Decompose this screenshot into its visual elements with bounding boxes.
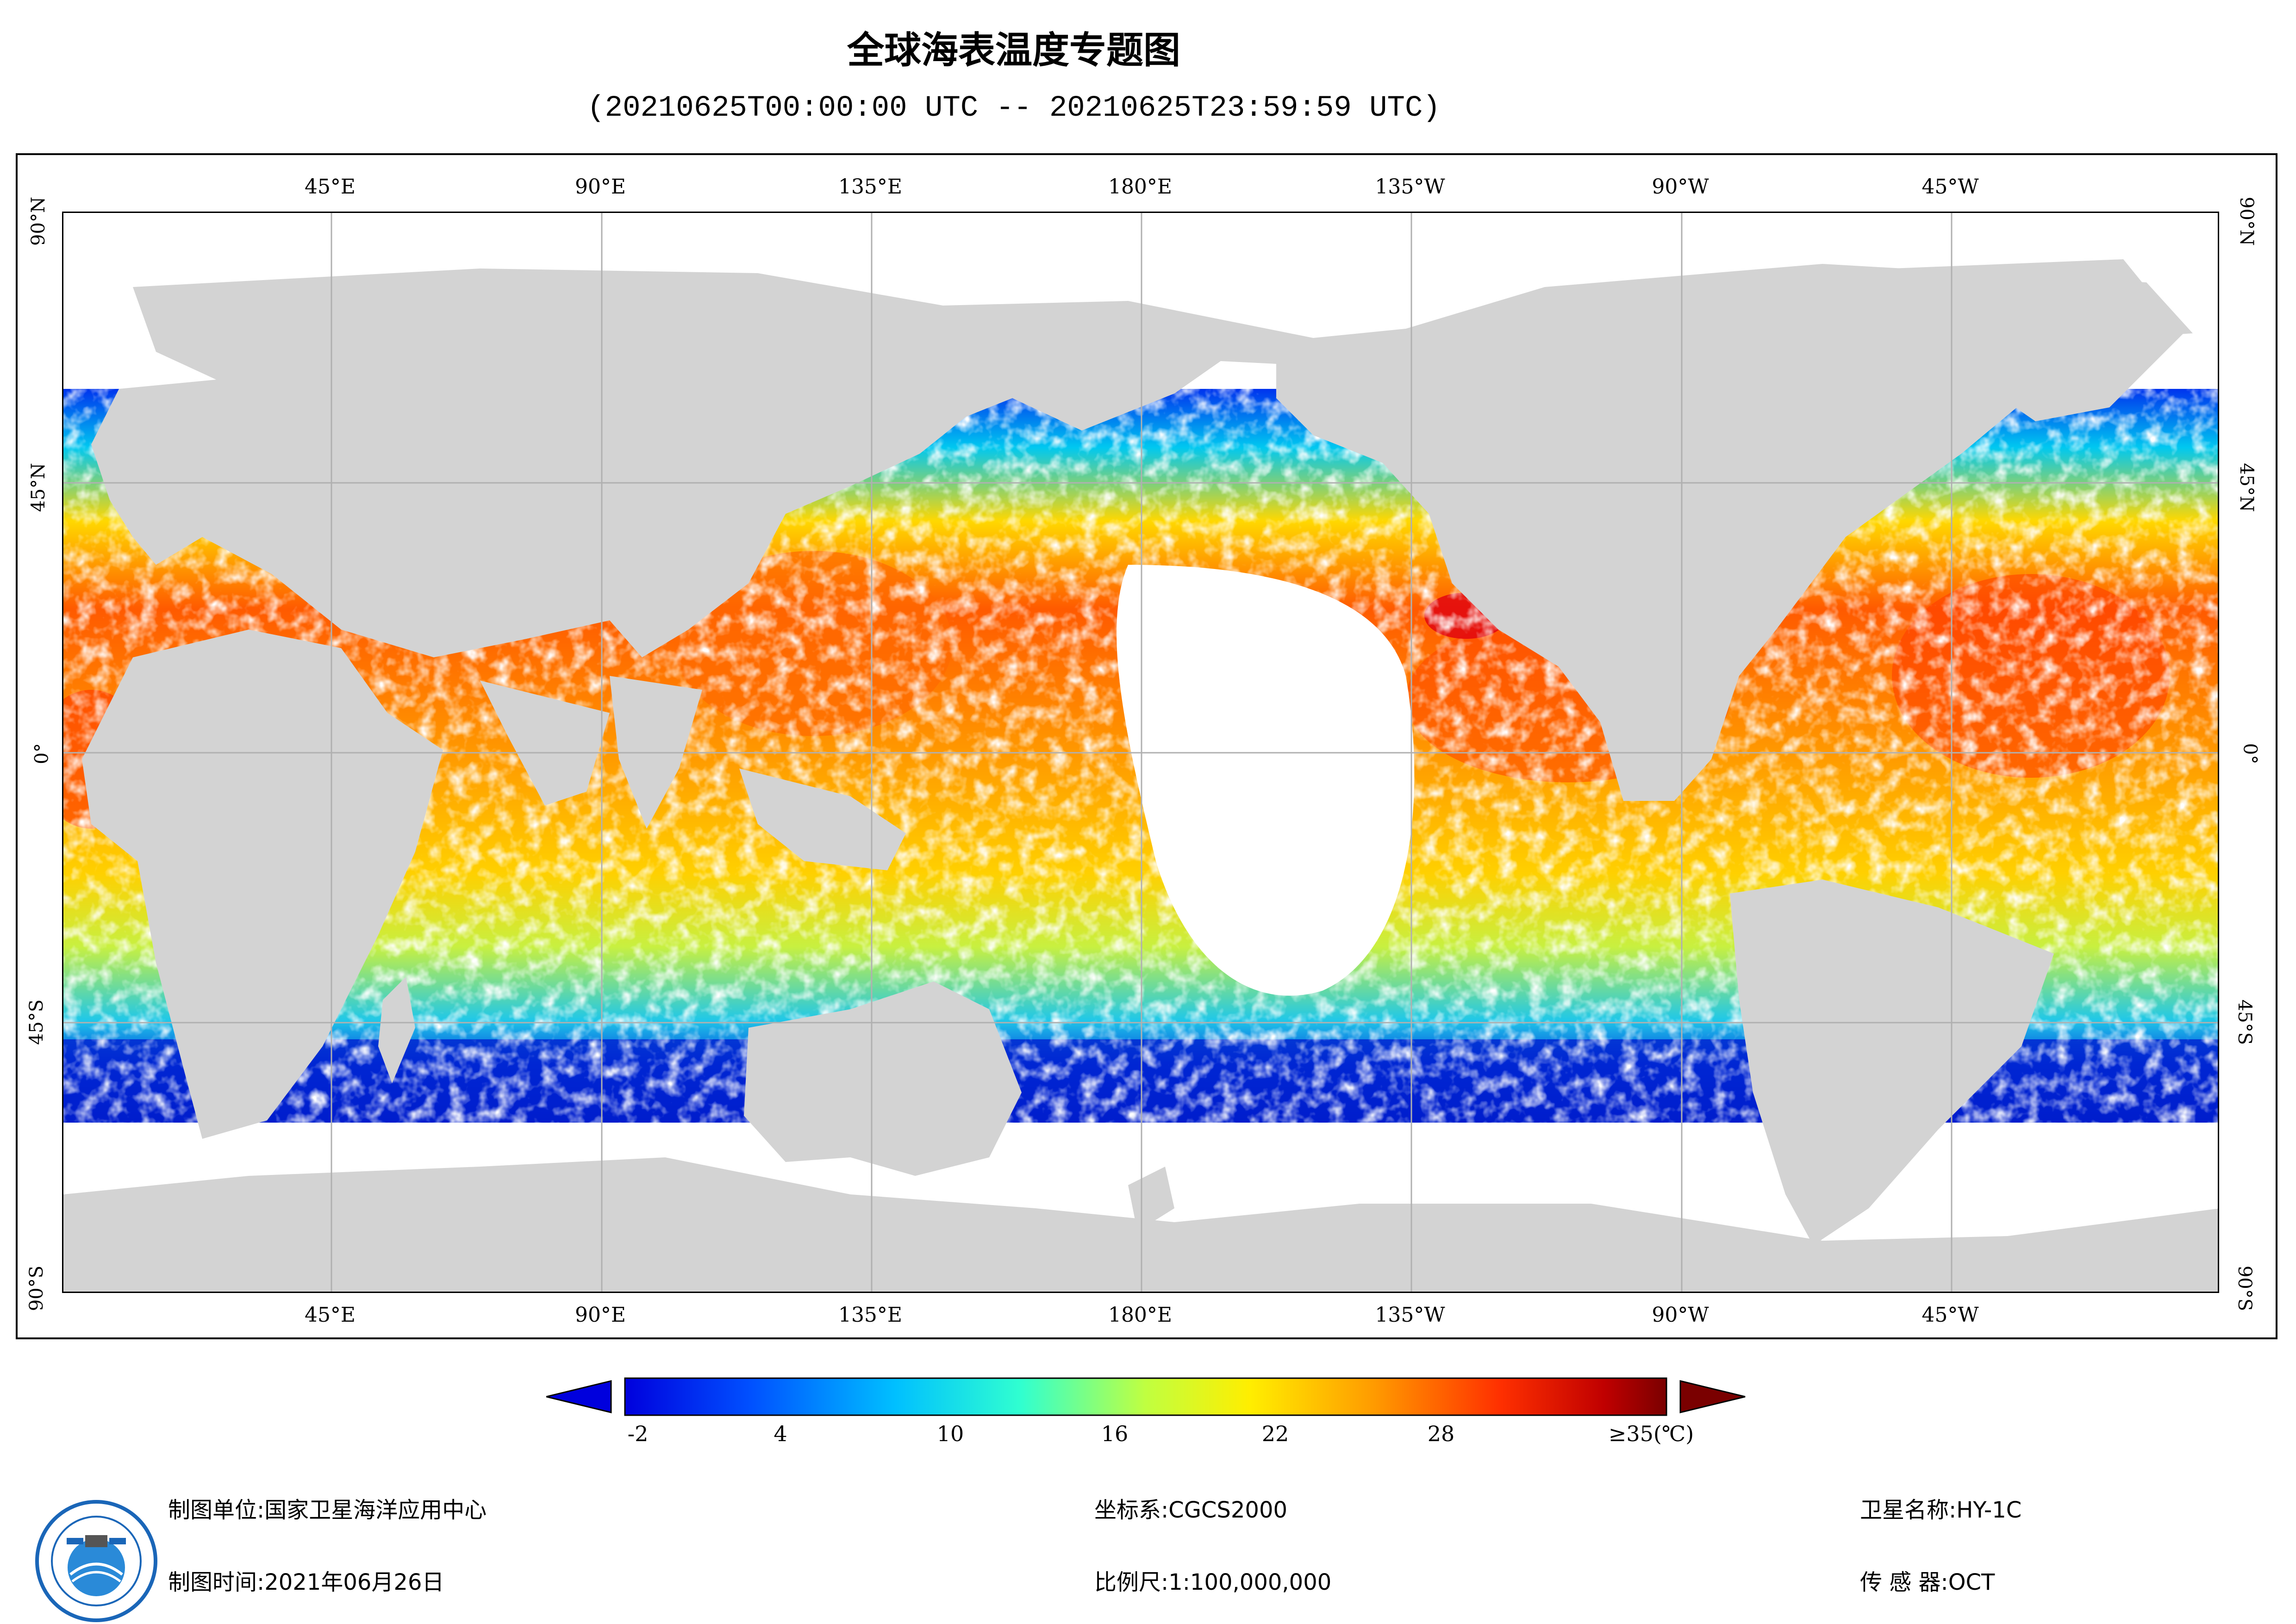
footer-coord-value: CGCS2000 [1168, 1497, 1288, 1523]
footer-time-value: 2021年06月26日 [264, 1569, 444, 1595]
colorbar-tick-16: 16 [1101, 1421, 1129, 1446]
lat-label-right-45n: 45°N [2235, 463, 2257, 512]
footer-coord-label: 坐标系: [1094, 1497, 1169, 1523]
lat-label-right-90s: 90°S [2234, 1265, 2256, 1312]
colorbar-max-arrow [1679, 1380, 1746, 1413]
graticule [63, 213, 2218, 1292]
lat-label-left-90s: 90°S [26, 1265, 48, 1312]
footer-coord: 坐标系:CGCS2000 [1094, 1492, 1287, 1524]
lat-label-right-90n: 90°N [2235, 197, 2257, 246]
lon-label-top-90w: 90°W [1652, 175, 1709, 199]
land [63, 259, 2218, 1292]
lon-label-bottom-135w: 135°W [1375, 1303, 1445, 1327]
lon-label-top-45w: 45°W [1922, 175, 1979, 199]
lon-label-top-90e: 90°E [574, 175, 626, 199]
colorbar-gradient [624, 1377, 1667, 1416]
lon-label-bottom-90w: 90°W [1652, 1303, 1709, 1327]
lon-label-bottom-90e: 90°E [574, 1303, 626, 1327]
colorbar-tick-22: 22 [1261, 1421, 1289, 1446]
lon-label-top-45e: 45°E [304, 175, 356, 199]
nsoas-logo-icon [35, 1500, 157, 1622]
lon-label-top-180e: 180°E [1108, 175, 1173, 199]
map-time-range: (20210625T00:00:00 UTC -- 20210625T23:59… [587, 92, 1441, 125]
lon-label-bottom-180e: 180°E [1108, 1303, 1173, 1327]
colorbar [546, 1377, 1746, 1416]
colorbar-tick-4: 4 [774, 1421, 787, 1446]
lon-label-bottom-45w: 45°W [1922, 1303, 1979, 1327]
sst-map[interactable] [62, 212, 2219, 1293]
footer-time-label: 制图时间: [168, 1569, 265, 1595]
footer-sensor-value: OCT [1948, 1569, 1995, 1595]
footer-sat-value: HY-1C [1956, 1497, 2022, 1523]
colorbar-tick-10: 10 [936, 1421, 964, 1446]
footer-time: 制图时间:2021年06月26日 [168, 1564, 444, 1596]
colorbar-tick-35: ≥35(℃) [1608, 1421, 1694, 1446]
colorbar-min-arrow [546, 1380, 612, 1413]
lat-label-left-90n: 90°N [27, 197, 49, 246]
footer-scale: 比例尺:1:100,000,000 [1094, 1564, 1331, 1596]
footer-scale-label: 比例尺: [1094, 1569, 1169, 1595]
footer-unit: 制图单位:国家卫星海洋应用中心 [168, 1492, 487, 1524]
lon-label-bottom-135e: 135°E [838, 1303, 903, 1327]
footer-scale-value: 1:100,000,000 [1168, 1569, 1332, 1595]
footer-sat: 卫星名称:HY-1C [1860, 1492, 2021, 1524]
footer-sensor-label: 传 感 器: [1860, 1569, 1948, 1595]
lat-label-right-45s: 45°S [2234, 999, 2256, 1045]
lon-label-top-135w: 135°W [1375, 175, 1445, 199]
colorbar-tick-28: 28 [1427, 1421, 1455, 1446]
colorbar-tick-m2: -2 [627, 1421, 649, 1446]
footer-sat-label: 卫星名称: [1860, 1497, 1957, 1523]
lat-label-left-0: 0° [31, 743, 53, 764]
map-title: 全球海表温度专题图 [847, 29, 1180, 72]
sst-map-canvas [63, 213, 2218, 1292]
footer-unit-value: 国家卫星海洋应用中心 [264, 1497, 487, 1523]
map-frame [16, 153, 2277, 1339]
lat-label-left-45s: 45°S [26, 999, 48, 1045]
footer-sensor: 传 感 器:OCT [1860, 1564, 1995, 1596]
lon-label-bottom-45e: 45°E [304, 1303, 356, 1327]
lat-label-left-45n: 45°N [27, 463, 49, 512]
lat-label-right-0: 0° [2239, 743, 2261, 764]
footer-unit-label: 制图单位: [168, 1497, 265, 1523]
lon-label-top-135e: 135°E [838, 175, 903, 199]
